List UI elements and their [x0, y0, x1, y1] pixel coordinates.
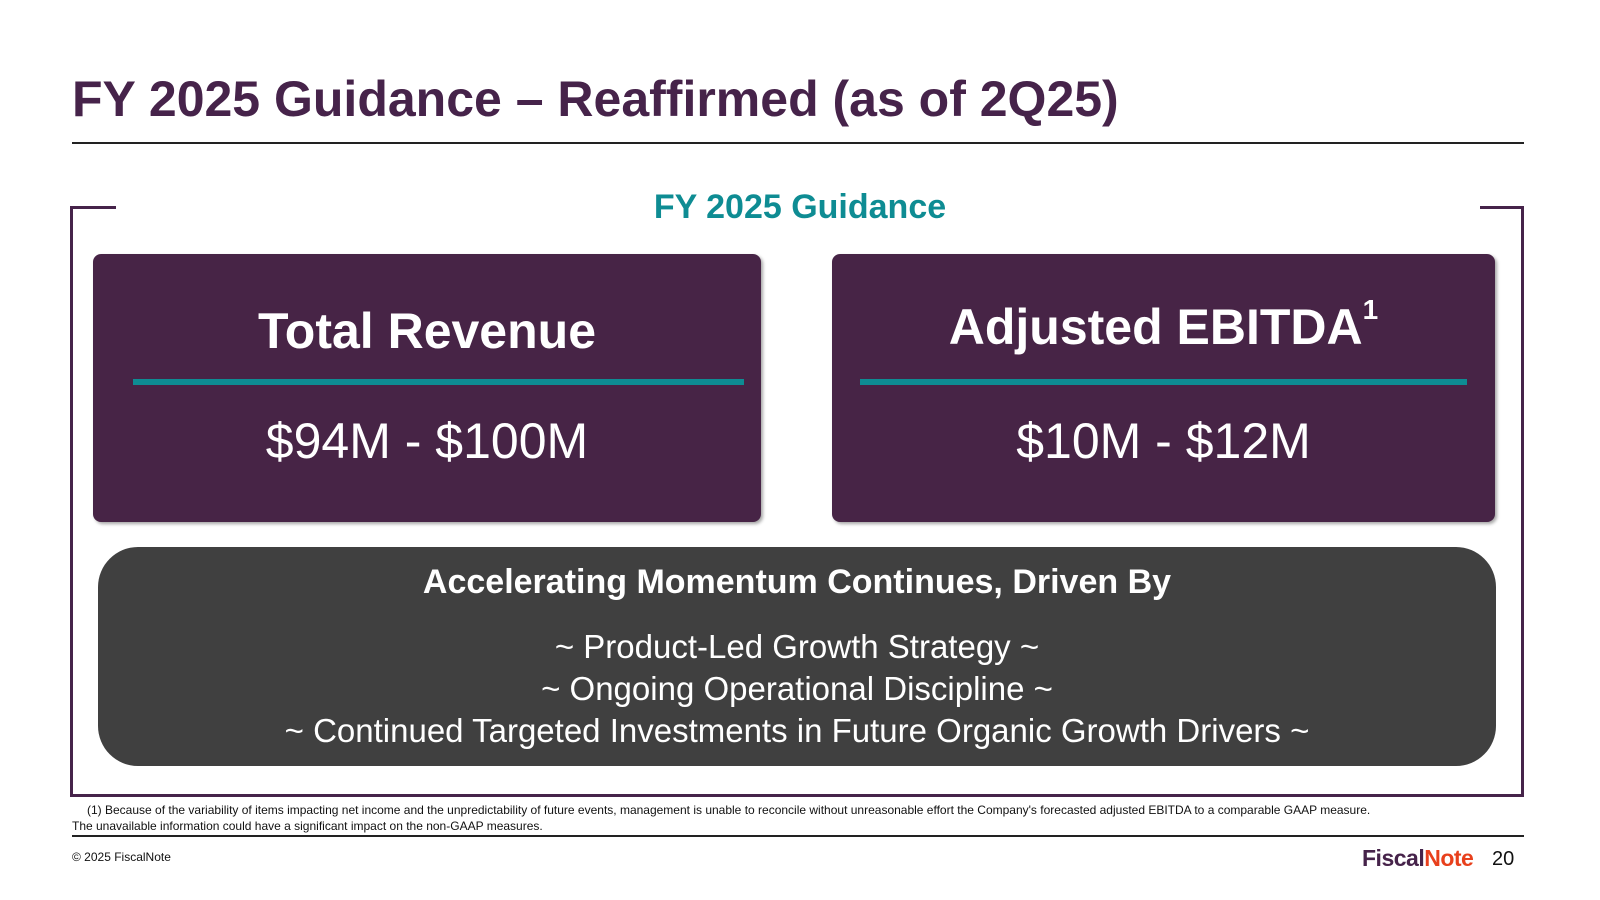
- frame-border: [70, 794, 1524, 797]
- fiscalnote-logo: FiscalNote: [1362, 845, 1474, 871]
- footnote-line: (1) Because of the variability of items …: [87, 803, 1371, 817]
- card-label: Total Revenue: [257, 303, 597, 359]
- frame-border: [70, 206, 73, 797]
- frame-border: [1521, 206, 1524, 797]
- footer-divider: [72, 835, 1524, 837]
- card-label: Adjusted EBITDA1: [948, 294, 1379, 355]
- frame-border: [1480, 206, 1524, 209]
- footnote: (1) Because of the variability of items …: [72, 802, 1371, 834]
- momentum-item: ~ Ongoing Operational Discipline ~: [541, 670, 1053, 707]
- momentum-item: ~ Product-Led Growth Strategy ~: [554, 628, 1040, 665]
- frame-border: [70, 206, 116, 209]
- section-title: FY 2025 Guidance: [653, 188, 947, 226]
- momentum-heading: Accelerating Momentum Continues, Driven …: [422, 563, 1172, 601]
- title-divider: [72, 142, 1524, 144]
- card-value: $10M - $12M: [1016, 413, 1311, 469]
- copyright: © 2025 FiscalNote: [72, 850, 171, 864]
- card-divider: [860, 379, 1467, 385]
- momentum-item: ~ Continued Targeted Investments in Futu…: [284, 712, 1310, 749]
- page-number: 20: [1492, 848, 1515, 870]
- card-value: $94M - $100M: [265, 413, 589, 469]
- card-divider: [133, 379, 744, 385]
- footnote-marker: 1: [1362, 294, 1379, 325]
- total-revenue-card: Total Revenue $94M - $100M: [93, 254, 761, 522]
- adjusted-ebitda-card: Adjusted EBITDA1 $10M - $12M: [832, 254, 1495, 522]
- footnote-line: The unavailable information could have a…: [72, 819, 543, 833]
- momentum-panel: Accelerating Momentum Continues, Driven …: [98, 547, 1496, 766]
- slide-title: FY 2025 Guidance – Reaffirmed (as of 2Q2…: [72, 71, 1119, 127]
